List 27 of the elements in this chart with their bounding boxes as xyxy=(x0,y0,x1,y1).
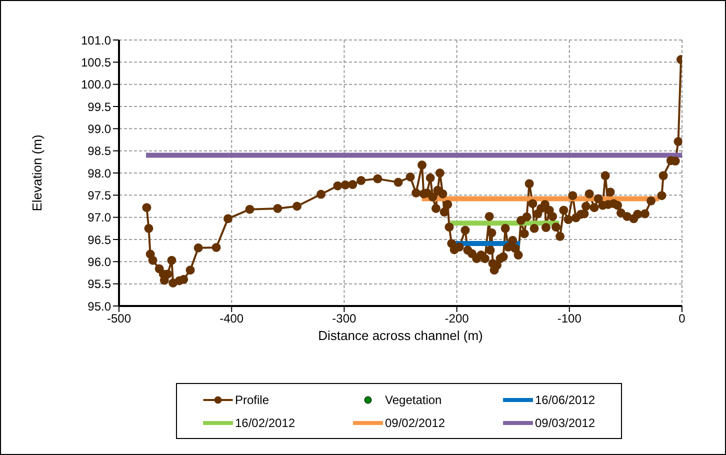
legend-label: Vegetation xyxy=(385,392,442,406)
y-tick-label: 97.0 xyxy=(88,210,112,225)
y-tick-label: 98.5 xyxy=(88,144,112,158)
y-tick-label: 100.0 xyxy=(80,78,112,92)
x-tick-label: -100 xyxy=(557,312,582,326)
y-tick-label: 100.5 xyxy=(80,55,112,70)
x-tick-label: -300 xyxy=(332,312,357,326)
legend-label: 09/03/2012 xyxy=(535,416,596,430)
y-tick-label: 98.0 xyxy=(88,166,112,180)
y-tick-label: 95.5 xyxy=(88,277,112,292)
y-tick-label: 99.0 xyxy=(88,122,112,136)
legend-label: 16/02/2012 xyxy=(235,416,296,430)
x-tick-label: -400 xyxy=(220,312,244,326)
y-tick-label: 96.0 xyxy=(88,254,112,269)
y-axis-title: Elevation (m) xyxy=(30,134,45,212)
y-tick-label: 101.0 xyxy=(80,33,112,48)
legend-label: 16/06/2012 xyxy=(535,392,596,406)
legend-label: 09/02/2012 xyxy=(385,416,446,430)
x-axis-title: Distance across channel (m) xyxy=(318,328,483,343)
x-tick-label: 0 xyxy=(678,312,686,326)
y-tick-label: 95.0 xyxy=(88,299,112,314)
y-tick-label: 96.5 xyxy=(88,232,112,247)
legend-label: Profile xyxy=(235,392,270,406)
x-tick-label: -200 xyxy=(444,312,470,326)
y-tick-label: 99.5 xyxy=(88,100,112,114)
x-tick-label: -500 xyxy=(106,312,132,326)
y-tick-label: 97.5 xyxy=(88,188,112,202)
